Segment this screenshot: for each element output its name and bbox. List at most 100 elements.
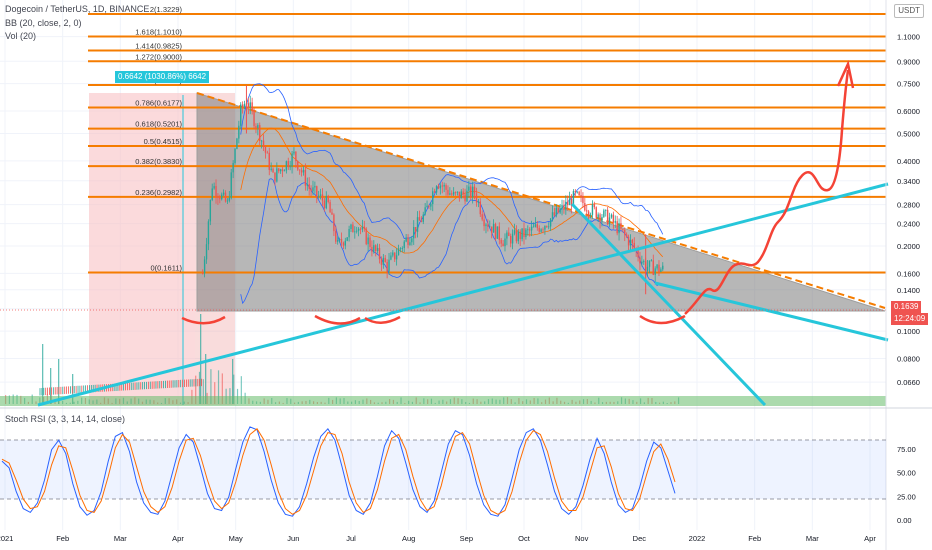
y-tick-label: 0.2000 bbox=[897, 242, 920, 251]
candle-body bbox=[650, 260, 653, 262]
candle-body bbox=[618, 223, 620, 234]
candle-body bbox=[295, 151, 297, 162]
candle-body bbox=[340, 238, 343, 243]
candle-body bbox=[529, 229, 531, 231]
candle-body bbox=[496, 226, 499, 239]
candle-body bbox=[557, 208, 559, 213]
y-tick-label: 1.1000 bbox=[897, 33, 920, 42]
candle-body bbox=[454, 192, 457, 193]
candle-body bbox=[565, 201, 567, 210]
candle-body bbox=[515, 230, 518, 242]
candle-body bbox=[527, 229, 529, 231]
candle-body bbox=[289, 166, 291, 168]
volume-bar bbox=[232, 359, 234, 404]
stoch-band bbox=[0, 440, 886, 499]
fib-level-label: 0(0.1611) bbox=[150, 264, 182, 273]
candle-body bbox=[608, 217, 611, 225]
candle-body bbox=[373, 245, 375, 252]
x-tick-label: 2022 bbox=[689, 534, 706, 543]
y-tick-label: 0.6000 bbox=[897, 107, 920, 116]
y-tick-label: 0.0800 bbox=[897, 355, 920, 364]
candle-body bbox=[215, 186, 217, 197]
candle-body bbox=[236, 138, 238, 149]
candle-body bbox=[627, 236, 630, 246]
candle-body bbox=[483, 219, 485, 227]
candle-body bbox=[382, 257, 385, 265]
candle-body bbox=[485, 224, 487, 227]
bb-upper bbox=[240, 83, 664, 239]
candle-body bbox=[468, 186, 470, 191]
y-tick-label: 0.0660 bbox=[897, 378, 920, 387]
x-tick-label: Oct bbox=[518, 534, 531, 543]
candle-body bbox=[413, 227, 415, 239]
candle-body bbox=[606, 209, 609, 225]
candle-body bbox=[399, 248, 402, 250]
stoch-d-line bbox=[1, 428, 676, 515]
candle-body bbox=[205, 244, 208, 260]
candle-body bbox=[610, 214, 613, 218]
candle-body bbox=[357, 228, 360, 231]
candle-body bbox=[439, 185, 442, 189]
candle-body bbox=[298, 169, 301, 171]
x-tick-label: Aug bbox=[402, 534, 415, 543]
candle-body bbox=[321, 194, 324, 201]
candle-body bbox=[405, 237, 407, 242]
candle-body bbox=[587, 211, 590, 216]
candle-body bbox=[403, 241, 405, 249]
candle-body bbox=[390, 255, 392, 260]
candle-body bbox=[253, 110, 255, 127]
candle-body bbox=[352, 224, 354, 233]
x-tick-label: Apr bbox=[172, 534, 184, 543]
support-arc-2 bbox=[314, 314, 361, 325]
volume-bar bbox=[221, 373, 223, 404]
stoch-tick-label: 0.00 bbox=[897, 516, 912, 525]
candle-body bbox=[646, 266, 649, 271]
volume-bar bbox=[50, 368, 52, 404]
fib-level-label: 1.272(0.9000) bbox=[135, 52, 182, 61]
stoch-tick-label: 50.00 bbox=[897, 469, 916, 478]
candle-body bbox=[247, 103, 250, 108]
candle-body bbox=[306, 184, 308, 186]
candle-body bbox=[363, 226, 366, 229]
candle-body bbox=[281, 169, 284, 172]
candle-body bbox=[597, 214, 599, 218]
candle-body bbox=[601, 216, 603, 222]
lower-channel-line bbox=[654, 281, 889, 342]
candle-body bbox=[333, 214, 335, 232]
candle-body bbox=[530, 226, 533, 231]
candle-body bbox=[471, 186, 474, 197]
bb-indicator-label[interactable]: BB (20, close, 2, 0) bbox=[5, 18, 82, 28]
candle-body bbox=[395, 255, 398, 260]
candle-body bbox=[257, 125, 259, 128]
x-tick-label: 2021 bbox=[0, 534, 13, 543]
candle-body bbox=[622, 228, 624, 230]
candle-body bbox=[591, 204, 594, 215]
candle-body bbox=[209, 199, 212, 222]
candle-body bbox=[274, 172, 276, 182]
candle-body bbox=[574, 191, 577, 193]
candle-body bbox=[397, 248, 400, 256]
candle-body bbox=[219, 197, 221, 200]
candle-body bbox=[629, 239, 632, 246]
candle-body bbox=[202, 273, 204, 275]
currency-badge[interactable]: USDT bbox=[894, 4, 924, 18]
volume-indicator-label[interactable]: Vol (20) bbox=[5, 31, 37, 41]
candle-body bbox=[367, 237, 369, 245]
stoch-title[interactable]: Stoch RSI (3, 3, 14, 14, close) bbox=[5, 414, 126, 424]
candle-body bbox=[517, 231, 519, 242]
candle-body bbox=[270, 168, 272, 170]
candle-body bbox=[532, 226, 535, 228]
candle-body bbox=[460, 191, 462, 199]
candle-body bbox=[582, 196, 584, 204]
x-tick-label: Mar bbox=[114, 534, 127, 543]
volume-bar bbox=[198, 371, 201, 404]
volume-bar bbox=[200, 314, 202, 404]
candle-body bbox=[639, 257, 641, 264]
fib-level-label: 0.618(0.5201) bbox=[135, 120, 182, 129]
candle-body bbox=[542, 229, 544, 231]
candle-body bbox=[568, 198, 571, 206]
candle-body bbox=[652, 260, 654, 275]
candle-body bbox=[371, 247, 373, 252]
candle-body bbox=[578, 191, 580, 196]
